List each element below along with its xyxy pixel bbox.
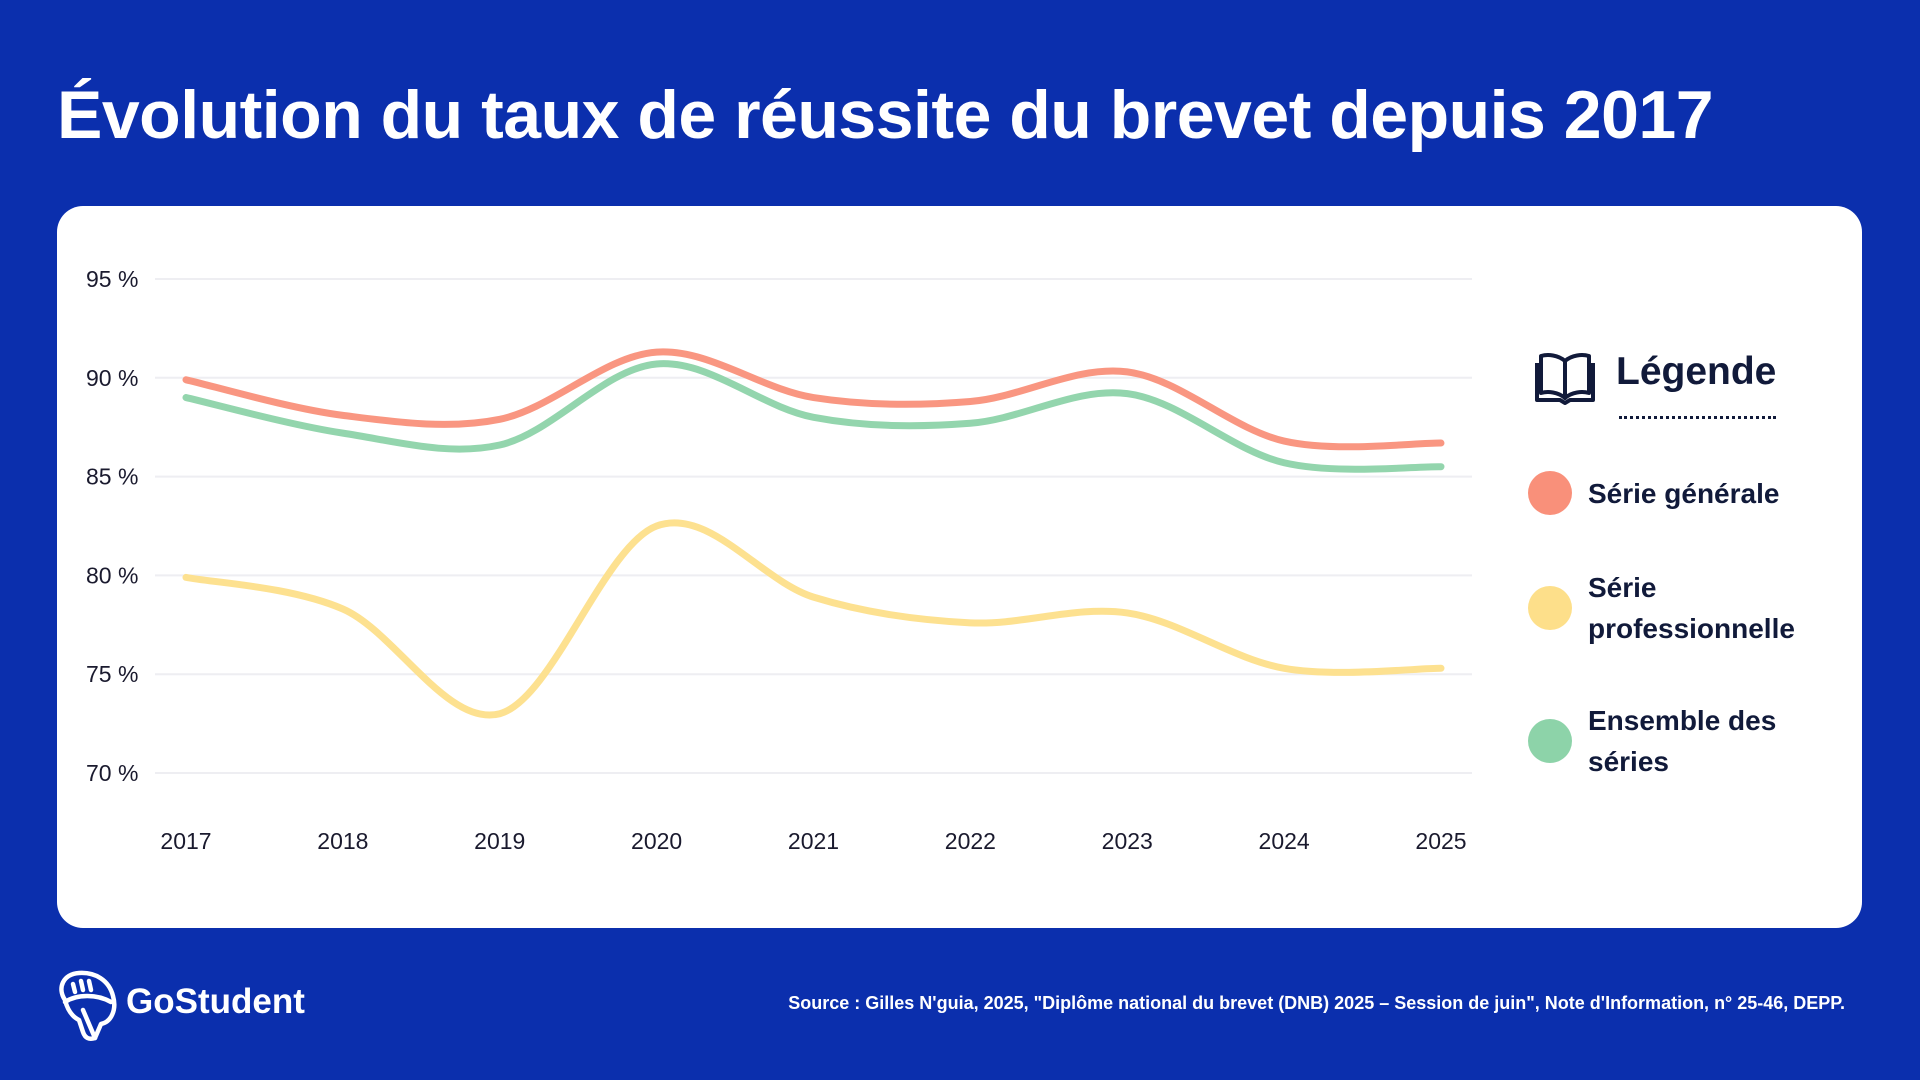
legend-underline	[1619, 416, 1776, 419]
x-tick-label: 2022	[945, 828, 996, 854]
y-tick-label: 95 %	[86, 266, 138, 292]
source-note: Source : Gilles N'guia, 2025, "Diplôme n…	[788, 993, 1845, 1014]
legend-item-pro: Série professionnelle	[1528, 567, 1818, 649]
x-tick-label: 2023	[1102, 828, 1153, 854]
legend-item-general: Série générale	[1528, 471, 1818, 515]
x-tick-label: 2024	[1259, 828, 1310, 854]
y-tick-label: 75 %	[86, 661, 138, 687]
y-tick-label: 90 %	[86, 365, 138, 391]
legend-label: Série professionnelle	[1588, 567, 1818, 649]
x-tick-label: 2025	[1415, 828, 1466, 854]
x-tick-label: 2021	[788, 828, 839, 854]
legend-dot-ensemble	[1528, 719, 1572, 763]
legend-dot-pro	[1528, 586, 1572, 630]
y-tick-label: 80 %	[86, 562, 138, 588]
gostudent-logo-icon	[55, 970, 119, 1042]
x-tick-label: 2018	[317, 828, 368, 854]
x-tick-label: 2020	[631, 828, 682, 854]
series-line-1	[186, 523, 1441, 715]
legend-item-ensemble: Ensemble des séries	[1528, 700, 1818, 782]
x-tick-label: 2017	[160, 828, 211, 854]
legend-title: Légende	[1616, 350, 1776, 394]
y-tick-label: 85 %	[86, 464, 138, 490]
legend-dot-general	[1528, 471, 1572, 515]
series-line-0	[186, 352, 1441, 447]
legend-label: Série générale	[1588, 473, 1818, 514]
y-tick-label: 70 %	[86, 760, 138, 786]
x-tick-label: 2019	[474, 828, 525, 854]
brand-name: GoStudent	[126, 982, 305, 1022]
legend-label: Ensemble des séries	[1588, 700, 1818, 782]
open-book-icon	[1534, 351, 1596, 405]
